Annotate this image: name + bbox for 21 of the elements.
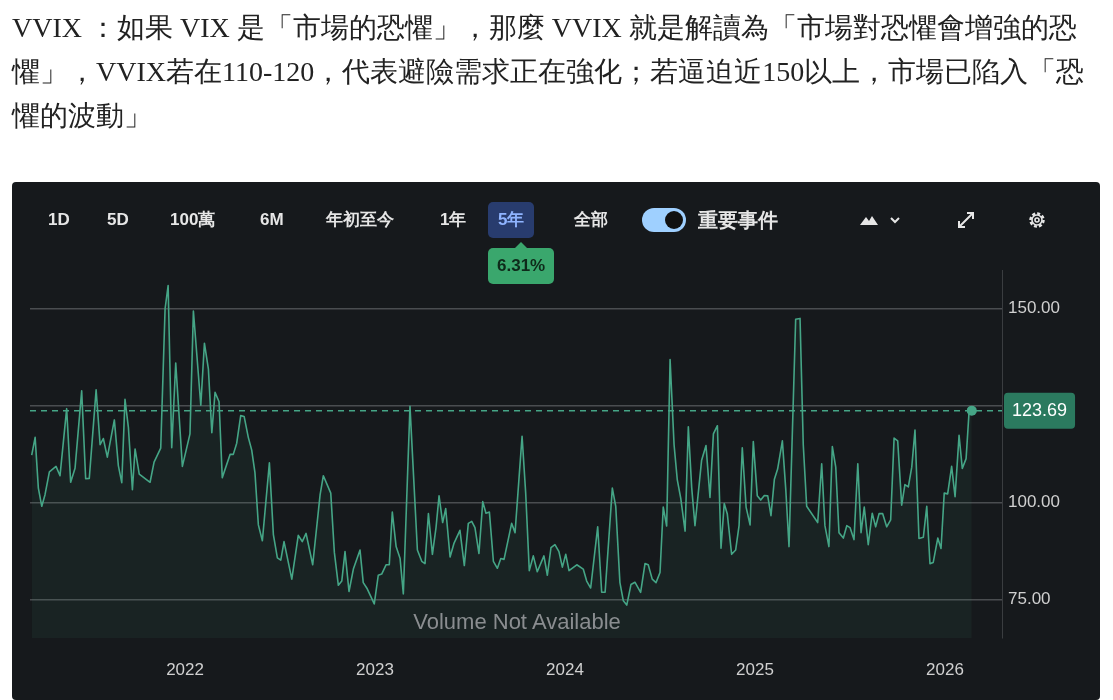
y-tick-label: 75.00 — [1008, 588, 1051, 608]
annotation: 6.31% — [488, 248, 555, 284]
text: 6M — [259, 209, 285, 231]
text: 1D — [47, 209, 71, 231]
x-tick-label: 2022 — [166, 659, 204, 679]
text: 1年 — [439, 209, 468, 231]
text: 全部 — [573, 209, 609, 231]
x-tick-label: 2024 — [546, 659, 584, 679]
ref-line-label: 123.69 — [1012, 399, 1068, 420]
text: 5D — [106, 209, 130, 231]
annotation: Volume Not Available — [413, 609, 621, 635]
x-tick-label: 2023 — [356, 659, 394, 679]
text: 重要事件 — [697, 208, 779, 233]
x-tick-label: 2025 — [736, 659, 774, 679]
text: 5年 — [488, 202, 535, 238]
text: 100萬 — [169, 209, 217, 231]
y-tick-label: 100.00 — [1008, 492, 1060, 512]
y-tick-label: 150.00 — [1008, 298, 1060, 318]
chart-title: VVIX ：如果 VIX 是「市場的恐懼」，那麼 VVIX 就是解讀為「市場對恐懼會增強的恐懼」，VVIX若在110-120，代表避險需求正在強化；若逼迫近150以上，市場已陷入「恐懼的波動」 — [12, 11, 1086, 133]
x-tick-label: 2026 — [926, 659, 964, 679]
text: 年初至今 — [325, 209, 395, 231]
